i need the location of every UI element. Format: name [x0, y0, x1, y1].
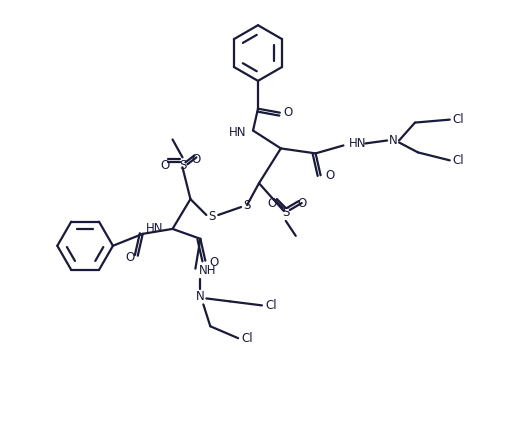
Text: HN: HN	[228, 126, 246, 139]
Text: S: S	[282, 207, 289, 219]
Text: Cl: Cl	[241, 332, 253, 345]
Text: O: O	[192, 153, 201, 166]
Text: Cl: Cl	[453, 113, 464, 126]
Text: O: O	[160, 159, 169, 172]
Text: HN: HN	[146, 222, 164, 236]
Text: Cl: Cl	[453, 154, 464, 167]
Text: S: S	[179, 159, 186, 172]
Text: O: O	[283, 106, 292, 119]
Text: O: O	[210, 256, 219, 269]
Text: Cl: Cl	[265, 299, 277, 312]
Text: NH: NH	[199, 264, 216, 277]
Text: S: S	[243, 199, 251, 212]
Text: O: O	[267, 196, 277, 210]
Text: O: O	[125, 251, 134, 264]
Text: O: O	[325, 169, 334, 182]
Text: N: N	[196, 290, 205, 303]
Text: O: O	[297, 196, 306, 210]
Text: N: N	[389, 134, 398, 147]
Text: S: S	[209, 210, 216, 224]
Text: HN: HN	[349, 137, 366, 150]
